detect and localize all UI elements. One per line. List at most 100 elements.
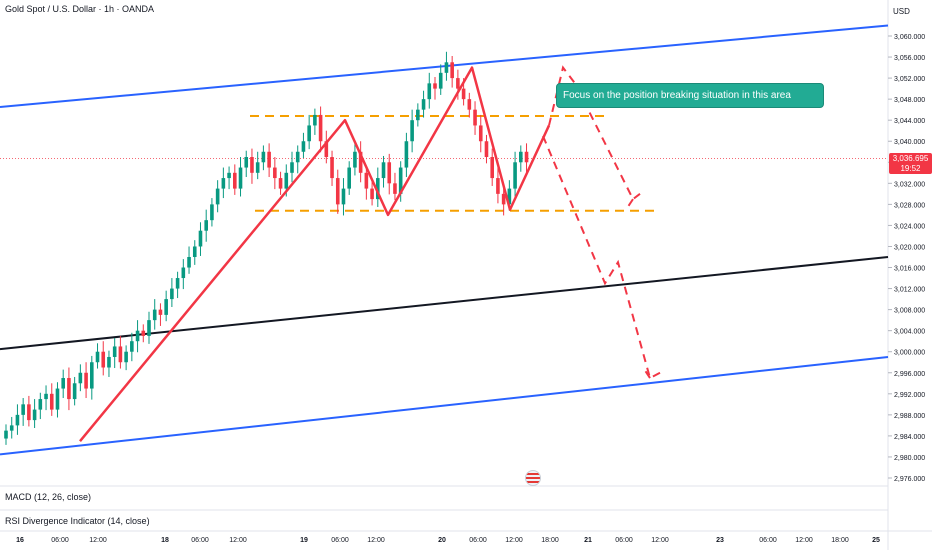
candle [427,83,432,100]
x-tick-label: 06:00 [191,537,209,544]
y-tick-label: 3,020.000 [894,244,925,251]
candle [496,178,500,194]
candle [473,109,477,126]
us-flag-icon[interactable] [525,470,541,486]
candle [67,378,71,400]
candle [147,320,151,336]
annotation-callout[interactable]: Focus on the position breaking situation… [556,83,824,108]
candle [267,151,271,168]
candle [290,162,294,173]
candle [284,172,289,189]
candle [204,220,208,231]
candle [490,157,494,179]
x-tick-label: 20 [438,537,446,544]
candle [261,151,266,163]
zigzag-path [79,66,551,442]
x-tick-label: 12:00 [651,537,669,544]
y-tick-label: 3,000.000 [894,350,925,357]
candle [38,399,43,410]
middle-trendline [0,256,889,351]
candle [90,362,94,389]
x-tick-label: 16 [16,537,24,544]
candle [32,409,37,421]
candle [478,125,483,142]
candle [55,388,60,410]
candle [307,125,311,142]
candle [358,151,363,173]
candle [410,120,414,142]
candle [152,309,157,321]
candle [341,188,346,205]
candle [130,341,134,352]
candle [238,167,243,189]
y-tick-label: 3,028.000 [894,202,925,209]
candle [444,62,449,73]
candle [187,257,191,268]
candle [301,141,306,152]
candlesticks [4,51,529,445]
candle [501,193,506,205]
candle [353,151,357,168]
y-tick-label: 3,016.000 [894,266,925,273]
x-tick-label: 12:00 [505,537,523,544]
y-tick-label: 3,056.000 [894,55,925,62]
candle [507,188,512,205]
macd-indicator-label[interactable]: MACD (12, 26, close) [5,492,92,502]
candle [376,178,380,200]
y-tick-label: 2,988.000 [894,413,925,420]
bullish-projection-path [548,65,641,201]
candle [324,141,329,158]
candle [255,162,260,173]
candle [72,383,77,400]
x-tick-label: 06:00 [759,537,777,544]
current-price-value: 3,036.695 [892,154,929,163]
y-tick-label: 3,044.000 [894,118,925,125]
y-tick-label: 3,052.000 [894,76,925,83]
candle [450,62,454,79]
candle [404,141,409,168]
candle [347,167,351,189]
candle [210,204,214,221]
candle [198,230,203,247]
candle [330,157,334,179]
x-tick-label: 06:00 [331,537,349,544]
candle [158,309,163,315]
candle [61,378,65,389]
projection-path [79,65,661,442]
candle [313,114,317,126]
y-tick-label: 3,048.000 [894,97,925,104]
x-axis-labels: 16 06:00 12:00 18 06:00 12:00 19 06:00 12:00 20 06… [16,537,880,544]
x-tick-label: 18 [161,537,169,544]
bearish-projection-path [542,135,661,380]
currency-label[interactable]: USD [893,7,910,16]
y-tick-label: 3,012.000 [894,287,925,294]
x-tick-label: 19 [300,537,308,544]
x-tick-label: 12:00 [795,537,813,544]
candle [112,346,117,357]
candle [27,404,31,421]
arrowhead [642,366,651,379]
candle [250,157,254,173]
x-tick-label: 06:00 [51,537,69,544]
candle [433,83,437,89]
candle [513,162,517,189]
candle [364,172,369,189]
y-tick-label: 3,008.000 [894,308,925,315]
candle [467,99,472,110]
y-tick-label: 2,992.000 [894,392,925,399]
x-tick-label: 25 [872,537,880,544]
x-tick-label: 06:00 [469,537,487,544]
x-tick-label: 18:00 [831,537,849,544]
candle [164,299,168,315]
candle [335,178,340,205]
y-tick-label: 3,040.000 [894,139,925,146]
candle [181,267,186,279]
candle [519,151,523,163]
candle [221,178,226,189]
candle [318,114,323,142]
y-tick-label: 2,980.000 [894,455,925,462]
rsi-indicator-label[interactable]: RSI Divergence Indicator (14, close) [5,516,150,526]
candle [107,356,111,368]
